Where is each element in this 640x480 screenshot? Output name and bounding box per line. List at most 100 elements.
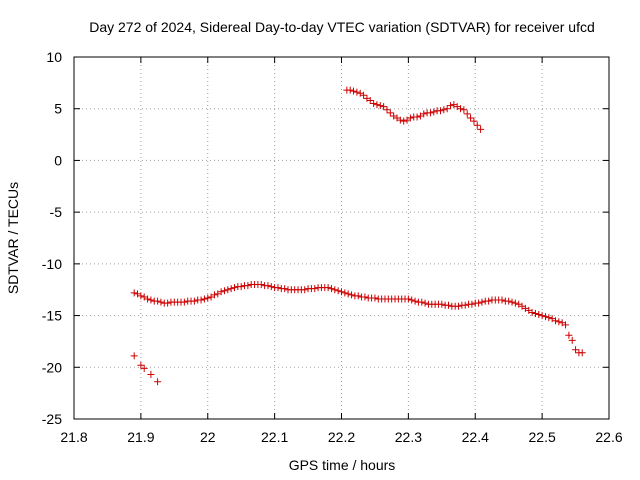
- data-point: [281, 285, 289, 293]
- data-point: [383, 106, 391, 114]
- data-point: [237, 283, 245, 291]
- data-point: [568, 336, 576, 344]
- data-point: [204, 294, 212, 302]
- data-point: [217, 288, 225, 296]
- data-point: [376, 102, 384, 110]
- data-point: [220, 287, 228, 295]
- data-point: [461, 301, 469, 309]
- data-point: [413, 113, 421, 121]
- data-point: [227, 285, 235, 293]
- data-point: [538, 312, 546, 320]
- data-point: [578, 349, 586, 357]
- data-point: [244, 282, 252, 290]
- data-point: [267, 283, 275, 291]
- data-point: [505, 297, 513, 305]
- data-point: [130, 352, 138, 360]
- x-tick-label: 22.2: [328, 429, 355, 445]
- x-tick-label: 21.8: [60, 429, 87, 445]
- data-point: [274, 284, 282, 292]
- y-tick-label: -15: [42, 308, 62, 324]
- data-point: [210, 291, 218, 299]
- data-point: [346, 86, 354, 94]
- data-point: [470, 117, 478, 125]
- data-point: [144, 295, 152, 303]
- data-point: [460, 106, 468, 114]
- data-point: [545, 314, 553, 322]
- data-point: [478, 298, 486, 306]
- x-tick-label: 21.9: [127, 429, 154, 445]
- data-point: [418, 298, 426, 306]
- data-point: [180, 298, 188, 306]
- data-point: [147, 371, 155, 379]
- y-tick-label: -20: [42, 359, 62, 375]
- data-point: [421, 299, 429, 307]
- data-point: [164, 299, 172, 307]
- data-point: [408, 296, 416, 304]
- data-point: [426, 109, 434, 117]
- data-point: [555, 318, 563, 326]
- data-points: [130, 86, 586, 386]
- y-tick-label: 0: [54, 152, 62, 168]
- data-point: [301, 286, 309, 294]
- series-upper: [343, 86, 485, 133]
- data-point: [528, 308, 536, 316]
- y-tick-label: 5: [54, 101, 62, 117]
- data-point: [440, 106, 448, 114]
- data-point: [535, 311, 543, 319]
- series-lower-main: [130, 281, 586, 357]
- x-axis: 21.8 21.9 22 22.1 22.2 22.3 22.4 22.5 22.6: [60, 57, 623, 445]
- data-point: [565, 331, 573, 339]
- data-point: [508, 298, 516, 306]
- data-point: [498, 296, 506, 304]
- x-tick-label: 22.4: [462, 429, 489, 445]
- data-point: [541, 313, 549, 321]
- data-point: [257, 281, 265, 289]
- data-point: [457, 105, 465, 113]
- data-point: [400, 117, 408, 125]
- data-point: [552, 317, 559, 325]
- data-point: [361, 293, 369, 301]
- data-point: [370, 100, 378, 108]
- data-point: [511, 299, 519, 307]
- data-point: [350, 87, 358, 95]
- y-tick-label: 10: [46, 49, 62, 65]
- x-tick-label: 22: [200, 429, 216, 445]
- data-point: [473, 121, 481, 129]
- data-point: [396, 116, 404, 124]
- data-point: [190, 297, 198, 305]
- data-point: [344, 290, 352, 298]
- data-point: [380, 103, 388, 111]
- data-point: [154, 378, 162, 386]
- data-point: [200, 295, 208, 303]
- data-point: [477, 125, 485, 133]
- data-point: [154, 297, 162, 305]
- data-point: [341, 289, 349, 297]
- y-tick-label: -25: [42, 411, 62, 427]
- data-point: [197, 296, 205, 304]
- data-point: [264, 282, 272, 290]
- x-tick-label: 22.6: [595, 429, 622, 445]
- y-axis: 10 5 0 -5 -10 -15 -20 -25: [42, 49, 609, 427]
- data-point: [404, 295, 412, 303]
- data-point: [324, 284, 332, 292]
- chart-title: Day 272 of 2024, Sidereal Day-to-day VTE…: [89, 19, 595, 35]
- series-lower-start: [130, 352, 162, 386]
- data-point: [140, 364, 148, 372]
- data-point: [147, 296, 155, 304]
- data-point: [531, 310, 539, 318]
- data-point: [311, 285, 319, 293]
- data-point: [353, 88, 361, 96]
- data-point: [331, 286, 339, 294]
- data-point: [445, 301, 452, 309]
- x-axis-label: GPS time / hours: [289, 457, 396, 473]
- data-point: [572, 346, 580, 354]
- data-point: [327, 285, 335, 293]
- data-point: [447, 102, 455, 110]
- data-point: [468, 300, 476, 308]
- data-point: [467, 114, 475, 122]
- grid: [74, 57, 609, 419]
- data-point: [406, 114, 414, 122]
- data-point: [373, 101, 381, 109]
